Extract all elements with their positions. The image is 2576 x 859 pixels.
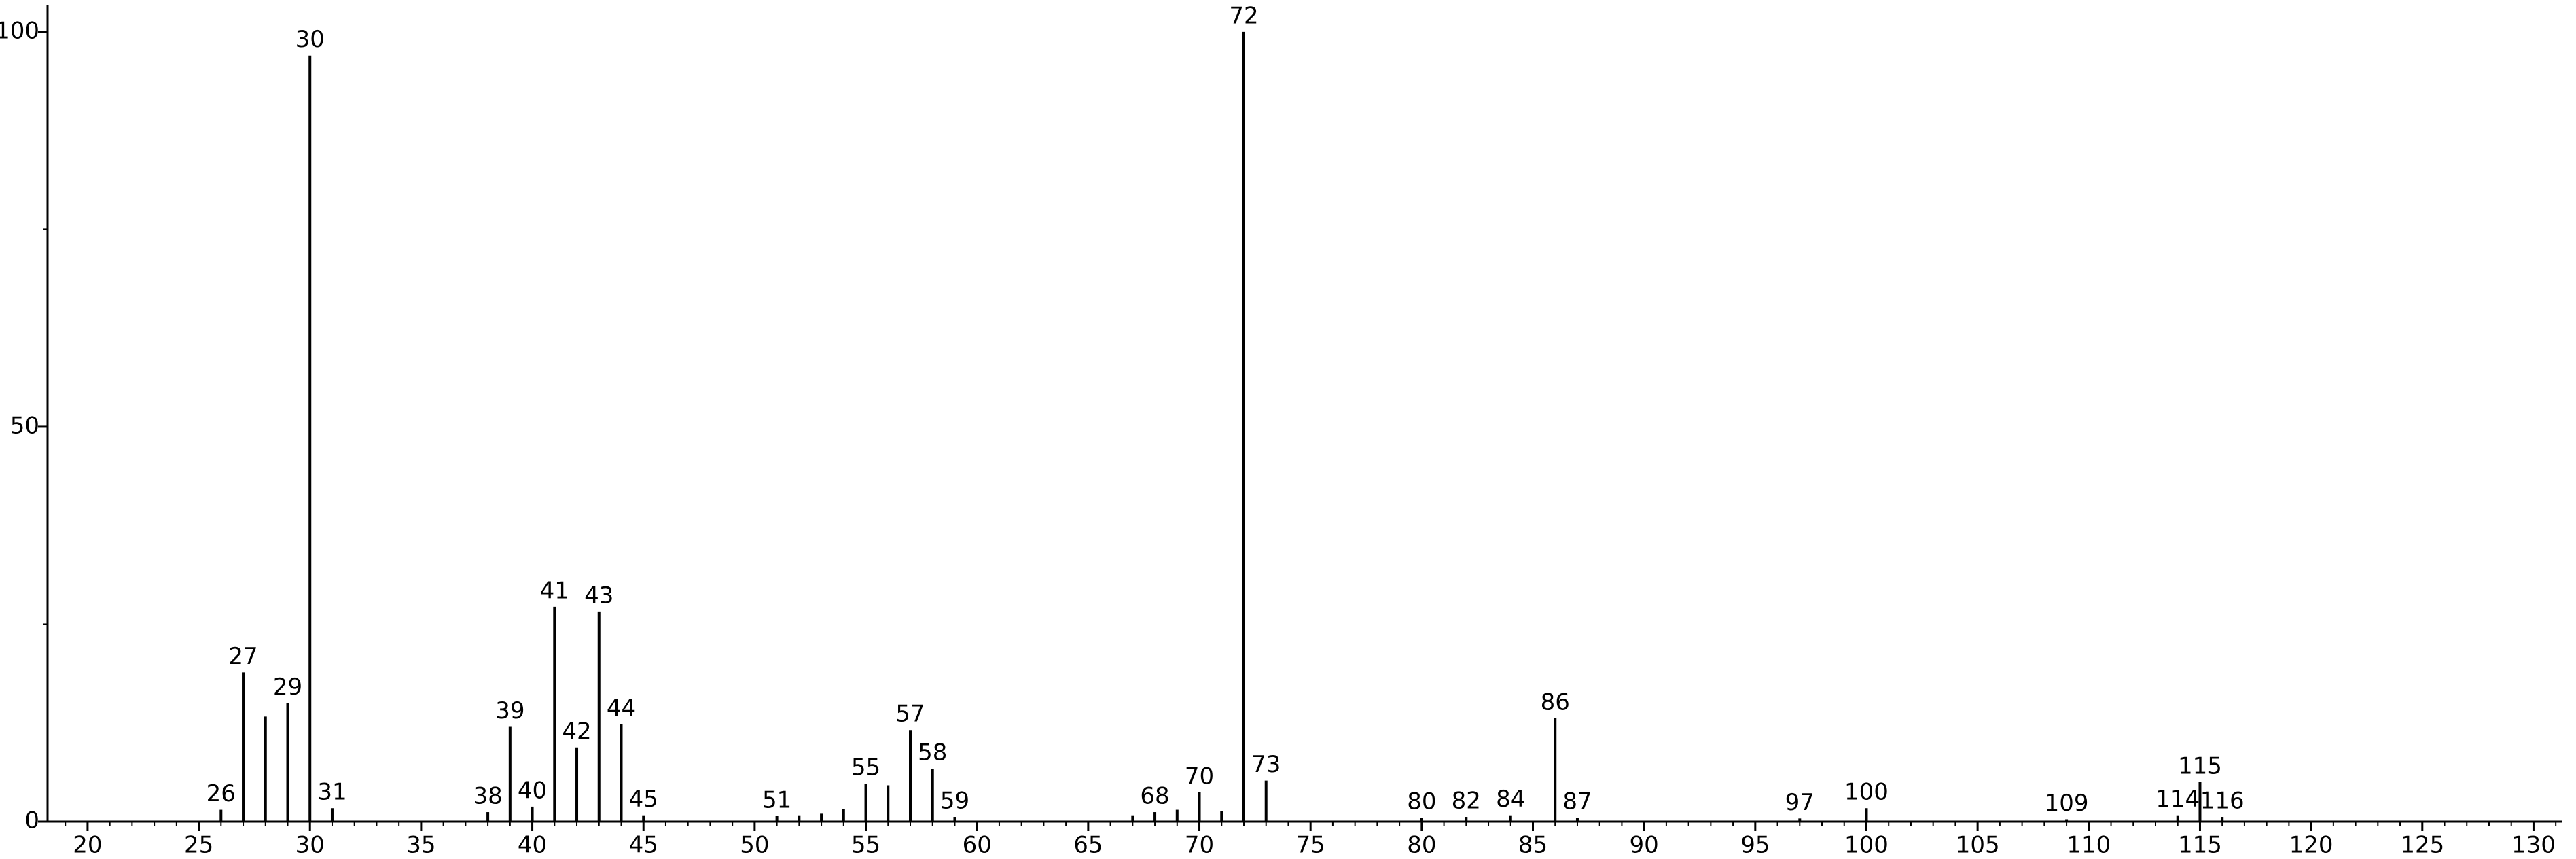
peak-label: 31 <box>317 779 346 806</box>
peak-label: 45 <box>629 786 658 813</box>
peak-label: 59 <box>940 788 969 815</box>
peak-label: 86 <box>1541 688 1570 716</box>
x-tick-label: 35 <box>406 832 435 859</box>
peak-label: 97 <box>1785 789 1814 816</box>
x-tick-label: 80 <box>1407 832 1436 859</box>
x-tick-label: 90 <box>1630 832 1659 859</box>
y-tick-label: 0 <box>24 807 39 835</box>
peak-label: 26 <box>207 780 236 807</box>
peak-label: 38 <box>473 783 502 810</box>
peak-label: 55 <box>851 754 880 782</box>
y-tick-label: 100 <box>0 17 39 44</box>
peak-label: 116 <box>2200 788 2244 815</box>
x-tick-label: 70 <box>1185 832 1214 859</box>
x-tick-label: 130 <box>2511 832 2556 859</box>
peak-label: 87 <box>1562 788 1592 816</box>
x-tick-label: 110 <box>2067 832 2111 859</box>
x-tick-label: 115 <box>2178 832 2222 859</box>
peak-label: 114 <box>2155 786 2200 813</box>
peak-label: 30 <box>296 26 325 53</box>
peak-label: 51 <box>762 786 791 813</box>
x-tick-label: 25 <box>184 832 213 859</box>
x-tick-label: 65 <box>1073 832 1103 859</box>
x-tick-label: 95 <box>1740 832 1770 859</box>
peak-label: 84 <box>1496 786 1525 813</box>
peak-label: 40 <box>518 777 547 804</box>
x-tick-label: 40 <box>518 832 547 859</box>
peak-label: 109 <box>2045 790 2089 817</box>
peak-label: 80 <box>1407 788 1436 816</box>
x-tick-label: 100 <box>1844 832 1889 859</box>
x-tick-label: 105 <box>1956 832 2000 859</box>
peak-label: 44 <box>607 695 636 722</box>
x-tick-label: 30 <box>296 832 325 859</box>
x-tick-label: 50 <box>740 832 769 859</box>
peak-label: 41 <box>540 577 569 604</box>
peak-label: 39 <box>495 697 524 724</box>
peak-label: 72 <box>1229 2 1258 29</box>
x-tick-label: 45 <box>629 832 658 859</box>
x-tick-label: 125 <box>2400 832 2444 859</box>
peak-label: 70 <box>1185 763 1214 790</box>
x-tick-label: 85 <box>1518 832 1548 859</box>
peak-label: 57 <box>895 701 925 728</box>
x-tick-label: 55 <box>851 832 880 859</box>
peak-label: 43 <box>584 582 613 609</box>
peak-label: 27 <box>228 643 257 670</box>
peak-label: 82 <box>1452 788 1481 815</box>
peak-label: 42 <box>562 718 591 745</box>
peak-label: 29 <box>273 673 302 701</box>
x-tick-label: 60 <box>963 832 992 859</box>
peak-label: 73 <box>1251 751 1281 778</box>
peak-label: 115 <box>2178 752 2222 779</box>
y-tick-label: 50 <box>10 412 39 439</box>
peak-label: 58 <box>918 739 947 767</box>
x-tick-label: 20 <box>73 832 102 859</box>
x-tick-label: 75 <box>1296 832 1325 859</box>
peak-label: 100 <box>1844 779 1889 806</box>
x-tick-label: 120 <box>2289 832 2333 859</box>
peak-label: 68 <box>1140 783 1169 810</box>
